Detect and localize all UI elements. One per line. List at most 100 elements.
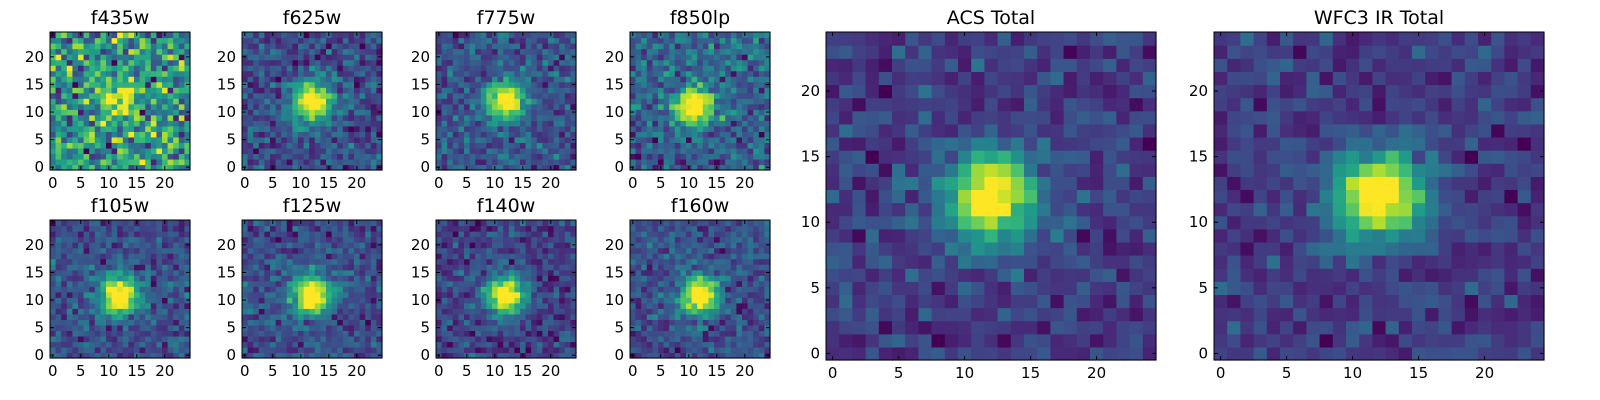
heatmap-cell (480, 330, 487, 337)
heatmap-cell (264, 313, 271, 320)
heatmap-cell (436, 346, 443, 354)
heatmap-cell (173, 291, 180, 298)
heatmap-cell (173, 247, 180, 254)
heatmap-cell (94, 335, 101, 343)
heatmap-cell (680, 319, 687, 326)
heatmap-cell (100, 341, 107, 348)
heatmap-cell (309, 153, 316, 160)
heatmap-cell (503, 32, 510, 39)
heatmap-cell (652, 48, 659, 55)
heatmap-cell (326, 37, 333, 44)
heatmap-cell (753, 37, 760, 44)
heatmap-cell (83, 43, 90, 50)
heatmap-cell (309, 125, 316, 132)
heatmap-cell (286, 54, 293, 61)
heatmap-cell (475, 103, 482, 110)
heatmap-cell (464, 330, 471, 337)
heatmap-cell (50, 335, 57, 343)
heatmap-cell (156, 131, 163, 138)
heatmap-cell (337, 109, 344, 116)
heatmap-cell (525, 242, 532, 249)
x-tick-label: 0 (434, 362, 444, 380)
y-tick-label: 15 (25, 75, 44, 93)
heatmap-cell (497, 92, 504, 99)
heatmap-cell (536, 65, 543, 72)
heatmap-cell (337, 346, 344, 354)
heatmap-cell (559, 158, 566, 166)
heatmap-cell (117, 313, 124, 320)
heatmap-cell (292, 164, 299, 171)
heatmap-cell (531, 247, 538, 254)
heatmap-cell (83, 352, 90, 359)
heatmap-cell (298, 231, 305, 238)
heatmap-cell (508, 142, 515, 149)
heatmap-cell (178, 335, 185, 343)
heatmap-cell (242, 313, 249, 320)
heatmap-cell (497, 313, 504, 320)
y-tick-label: 20 (411, 48, 430, 66)
heatmap-cell (697, 153, 704, 160)
heatmap-cell (503, 291, 510, 298)
heatmap-cell (464, 231, 471, 238)
heatmap-cell (156, 103, 163, 110)
heatmap-cell (719, 153, 726, 160)
heatmap-cell (447, 280, 454, 287)
heatmap-cell (242, 158, 249, 166)
heatmap-cell (525, 280, 532, 287)
heatmap-cell (303, 269, 310, 276)
heatmap-cell (184, 65, 191, 72)
heatmap-cell (253, 341, 260, 348)
heatmap-cell (303, 302, 310, 309)
heatmap-cell (753, 136, 760, 143)
heatmap-cell (106, 236, 113, 243)
heatmap-cell (492, 37, 499, 44)
heatmap-cell (342, 341, 349, 348)
heatmap-cell (106, 302, 113, 309)
heatmap-cell (497, 37, 504, 44)
heatmap-cell (370, 330, 377, 337)
heatmap-cell (630, 98, 637, 105)
heatmap-cell (303, 87, 310, 94)
heatmap-cell (337, 236, 344, 243)
heatmap-cell (320, 313, 327, 320)
heatmap-cell (548, 335, 555, 343)
heatmap-cell (376, 330, 383, 337)
heatmap-cell (376, 131, 383, 138)
heatmap-cell (725, 346, 732, 354)
heatmap-cell (314, 125, 321, 132)
heatmap-cell (55, 125, 62, 132)
heatmap-cell (128, 59, 135, 66)
heatmap-cell (508, 291, 515, 298)
heatmap-cell (292, 225, 299, 232)
heatmap-cell (61, 158, 68, 166)
heatmap-cell (641, 313, 648, 320)
heatmap-cell (708, 65, 715, 72)
heatmap-cell (747, 341, 754, 348)
heatmap-cell (559, 269, 566, 276)
heatmap-cell (354, 264, 361, 271)
heatmap-cell (275, 109, 282, 116)
heatmap-cell (376, 280, 383, 287)
heatmap-cell (452, 286, 459, 293)
heatmap-cell (111, 280, 118, 287)
y-tick-label: 20 (25, 48, 44, 66)
heatmap-cell (730, 98, 737, 105)
heatmap-cell (275, 76, 282, 83)
heatmap-cell (570, 302, 577, 309)
heatmap-cell (370, 136, 377, 143)
heatmap-cell (674, 319, 681, 326)
heatmap-cell (536, 153, 543, 160)
heatmap-cell (464, 92, 471, 99)
heatmap-cell (475, 37, 482, 44)
heatmap-cell (492, 264, 499, 271)
heatmap-cell (758, 103, 765, 110)
heatmap-cell (106, 142, 113, 149)
heatmap-cell (173, 37, 180, 44)
heatmap-cell (736, 109, 743, 116)
heatmap-cell (452, 164, 459, 171)
heatmap-cell (303, 70, 310, 77)
heatmap-cell (258, 164, 265, 171)
heatmap-cell (253, 142, 260, 149)
heatmap-cell (436, 70, 443, 77)
heatmap-cell (570, 286, 577, 293)
